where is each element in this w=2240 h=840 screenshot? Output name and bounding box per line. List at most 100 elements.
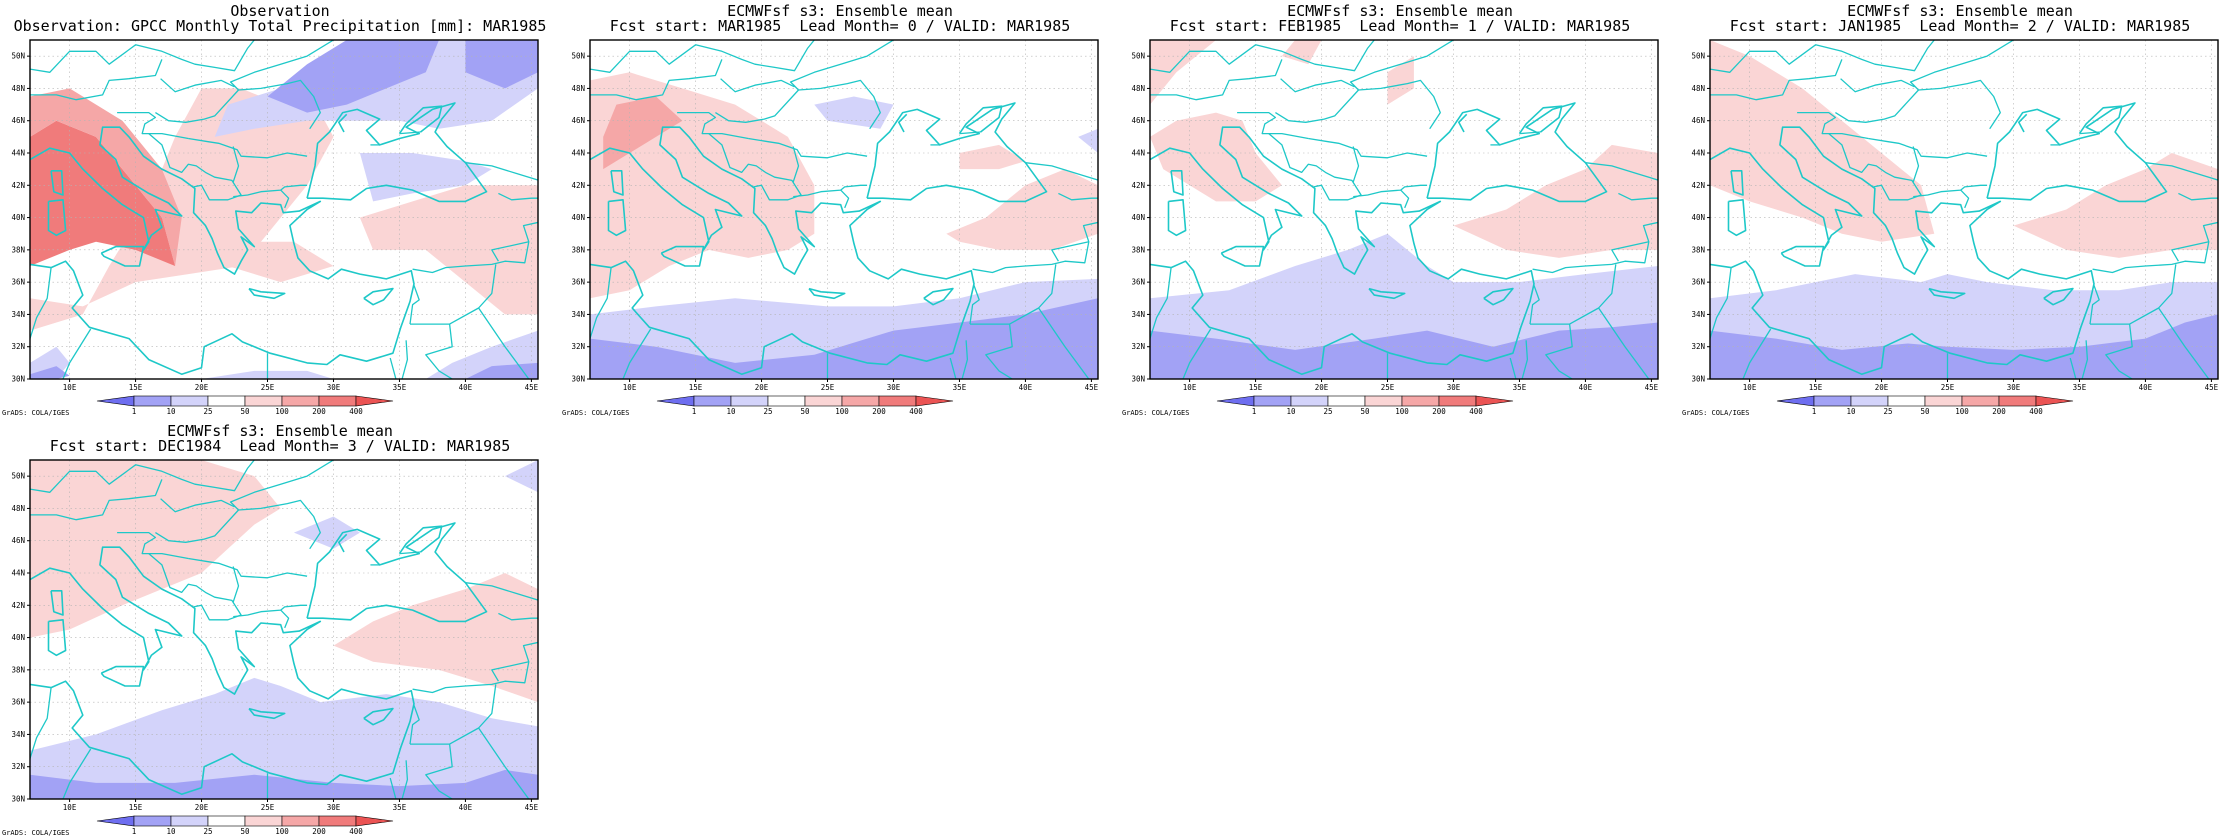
- colorbar-label: 200: [312, 827, 326, 836]
- country-border: [622, 328, 652, 379]
- lon-tick-label: 30E: [327, 803, 341, 812]
- colorbar-segment: [133, 815, 172, 827]
- map-svg: 10E 15E 20E 25E 30E 35E 40E 45E 30N 32N 34N 36N 38N 4…: [571, 39, 1099, 416]
- lat-tick-label: 42N: [571, 181, 585, 190]
- country-border: [1710, 267, 1732, 339]
- map-panel: ECMWFsf s3: Ensemble mean Fcst start: DEC…: [0, 420, 560, 840]
- lon-tick-label: 25E: [1941, 383, 1955, 392]
- colorbar-label: 10: [726, 407, 736, 416]
- panel-title: ECMWFsf s3: Ensemble mean: [167, 422, 393, 440]
- colorbar-segment: [96, 395, 135, 407]
- country-border: [30, 40, 255, 73]
- lat-tick-label: 50N: [11, 52, 25, 61]
- precip-shading: [30, 460, 281, 638]
- colorbar-label: 10: [166, 407, 176, 416]
- coastline: [925, 378, 926, 379]
- precip-shading: [30, 677, 538, 799]
- country-border: [1353, 184, 1428, 198]
- country-border: [1909, 40, 2014, 91]
- coastline: [2045, 378, 2046, 379]
- colorbar-segment: [96, 815, 135, 827]
- colorbar-segment: [1327, 395, 1366, 407]
- colorbar-label: 1: [1812, 407, 1817, 416]
- lat-tick-label: 50N: [571, 52, 585, 61]
- lon-tick-label: 20E: [195, 383, 209, 392]
- country-border: [969, 285, 980, 325]
- precip-shading: [1078, 128, 1098, 153]
- lat-tick-label: 36N: [11, 278, 25, 287]
- lat-tick-label: 40N: [1131, 213, 1145, 222]
- country-border: [1308, 137, 1428, 159]
- lat-tick-label: 32N: [571, 342, 585, 351]
- coastline: [248, 287, 286, 300]
- coastline: [1167, 199, 1187, 237]
- lat-tick-label: 44N: [571, 149, 585, 158]
- country-border: [1509, 357, 1517, 379]
- lat-tick-label: 46N: [1131, 116, 1145, 125]
- coastline: [2217, 136, 2218, 138]
- colorbar-label: 100: [1395, 407, 1409, 416]
- lat-tick-label: 38N: [571, 245, 585, 254]
- country-border: [1025, 162, 1098, 181]
- colorbar: 1 10 25 50 100 200 400: [96, 395, 394, 416]
- precip-shading: [1150, 322, 1658, 379]
- precip-shading: [227, 241, 334, 283]
- lat-tick-label: 40N: [11, 213, 25, 222]
- colorbar-segment: [804, 395, 843, 407]
- country-border: [1529, 285, 1540, 325]
- map-frame: [589, 39, 1099, 380]
- lat-tick-label: 44N: [1131, 149, 1145, 158]
- grads-credit: GrADS: COLA/IGES: [1122, 409, 1190, 417]
- lat-tick-label: 32N: [11, 762, 25, 771]
- map-svg: 10E 15E 20E 25E 30E 35E 40E 45E 30N 32N 34N 36N 38N 4…: [1691, 39, 2219, 416]
- lat-tick-label: 46N: [1691, 116, 1705, 125]
- coastline: [1727, 199, 1747, 237]
- country-border: [1150, 267, 1172, 339]
- country-border: [425, 324, 453, 379]
- country-border: [972, 221, 1098, 274]
- colorbar-segment: [1813, 395, 1852, 407]
- coastline: [537, 556, 538, 558]
- country-border: [1828, 133, 1922, 201]
- panel-title: Observation: [230, 2, 330, 20]
- country-border: [155, 79, 321, 130]
- lon-tick-label: 15E: [129, 803, 143, 812]
- lon-tick-label: 30E: [1447, 383, 1461, 392]
- panel-subtitle: Fcst start: FEB1985 Lead Month= 1 / VALI…: [1169, 17, 1631, 35]
- lat-tick-label: 34N: [11, 730, 25, 739]
- country-border: [232, 146, 240, 183]
- colorbar-segment: [841, 395, 880, 407]
- country-border: [1598, 307, 1650, 379]
- colorbar-segment: [730, 395, 769, 407]
- lat-tick-label: 44N: [1691, 149, 1705, 158]
- lat-tick-label: 50N: [1691, 52, 1705, 61]
- country-border: [409, 285, 420, 325]
- lat-tick-label: 34N: [1131, 310, 1145, 319]
- precip-shading: [267, 40, 439, 113]
- colorbar-label: 50: [1920, 407, 1930, 416]
- lon-tick-label: 35E: [393, 803, 407, 812]
- coastline: [1986, 102, 2168, 203]
- country-border: [748, 137, 868, 159]
- lat-tick-label: 40N: [11, 633, 25, 642]
- grads-credit: GrADS: COLA/IGES: [2, 409, 70, 417]
- country-border: [1268, 133, 1362, 201]
- colorbar-label: 400: [349, 827, 363, 836]
- colorbar-segment: [2035, 395, 2074, 407]
- colorbar-label: 25: [1323, 407, 1332, 416]
- country-border: [155, 499, 321, 550]
- country-border: [1352, 146, 1360, 183]
- lat-tick-label: 36N: [11, 698, 25, 707]
- precip-shading: [1150, 40, 1216, 105]
- coastline: [1097, 136, 1098, 138]
- colorbar-segment: [915, 395, 954, 407]
- colorbar-label: 200: [1432, 407, 1446, 416]
- map-frame: [1149, 39, 1659, 380]
- lat-tick-label: 40N: [1691, 213, 1705, 222]
- lat-tick-label: 46N: [11, 536, 25, 545]
- colorbar-label: 25: [203, 827, 212, 836]
- coastline: [660, 245, 705, 267]
- country-border: [1611, 241, 1649, 262]
- country-border: [2079, 131, 2101, 135]
- colorbar-label: 25: [203, 407, 212, 416]
